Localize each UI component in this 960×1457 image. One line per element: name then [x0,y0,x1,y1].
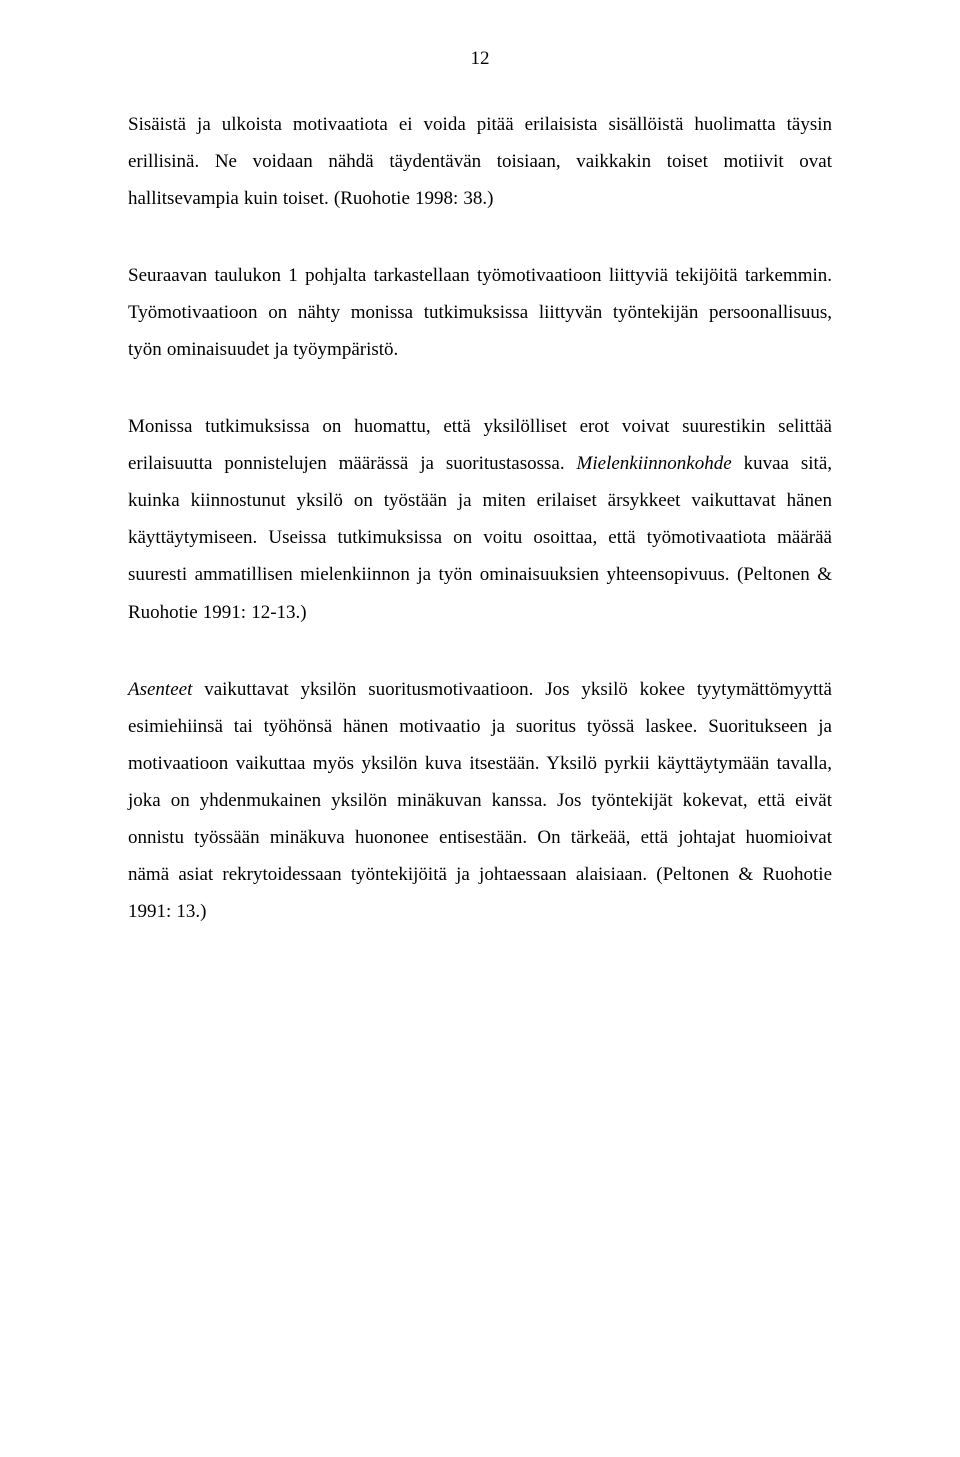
paragraph-1: Sisäistä ja ulkoista motivaatiota ei voi… [128,106,832,217]
document-page: 12 Sisäistä ja ulkoista motivaatiota ei … [0,0,960,1457]
paragraph-4-italic: Asenteet [128,679,192,700]
paragraph-4-part-b: vaikuttavat yksilön suoritusmotivaatioon… [128,679,832,922]
page-number: 12 [128,48,832,70]
paragraph-3-part-b: kuvaa sitä, kuinka kiinnostunut yksilö o… [128,453,832,622]
paragraph-2: Seuraavan taulukon 1 pohjalta tarkastell… [128,257,832,368]
paragraph-4: Asenteet vaikuttavat yksilön suoritusmot… [128,671,832,930]
paragraph-3-italic: Mielenkiinnonkohde [577,453,732,474]
paragraph-3: Monissa tutkimuksissa on huomattu, että … [128,408,832,630]
